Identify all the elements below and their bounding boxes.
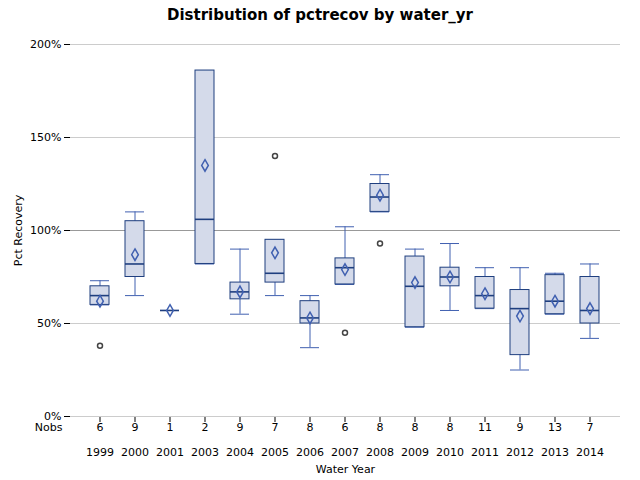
- svg-text:2009: 2009: [401, 446, 429, 459]
- svg-text:Water Year: Water Year: [316, 463, 376, 476]
- svg-text:1: 1: [167, 421, 174, 434]
- svg-text:13: 13: [548, 421, 562, 434]
- svg-text:100%: 100%: [30, 224, 61, 237]
- svg-text:Pct Recovery: Pct Recovery: [12, 194, 25, 266]
- svg-text:2012: 2012: [506, 446, 534, 459]
- svg-text:2000: 2000: [121, 446, 149, 459]
- svg-text:200%: 200%: [30, 38, 61, 51]
- svg-text:2011: 2011: [471, 446, 499, 459]
- svg-text:8: 8: [412, 421, 419, 434]
- svg-text:0%: 0%: [44, 410, 62, 423]
- svg-text:2005: 2005: [261, 446, 289, 459]
- svg-text:6: 6: [342, 421, 349, 434]
- svg-text:1999: 1999: [86, 446, 114, 459]
- svg-text:2004: 2004: [226, 446, 254, 459]
- svg-text:2008: 2008: [366, 446, 394, 459]
- svg-text:2010: 2010: [436, 446, 464, 459]
- svg-text:2: 2: [202, 421, 209, 434]
- svg-text:8: 8: [307, 421, 314, 434]
- svg-text:2014: 2014: [576, 446, 604, 459]
- svg-text:9: 9: [132, 421, 139, 434]
- svg-text:2001: 2001: [156, 446, 184, 459]
- svg-text:50%: 50%: [37, 317, 61, 330]
- svg-text:8: 8: [377, 421, 384, 434]
- html-text:Distribution of pctrecov by wa: Distribution of pctrecov by water_yr: [167, 6, 473, 24]
- svg-text:2007: 2007: [331, 446, 359, 459]
- svg-text:7: 7: [587, 421, 594, 434]
- svg-text:Nobs: Nobs: [35, 421, 63, 434]
- svg-text:8: 8: [447, 421, 454, 434]
- svg-text:2003: 2003: [191, 446, 219, 459]
- svg-text:6: 6: [97, 421, 104, 434]
- svg-text:2013: 2013: [541, 446, 569, 459]
- svg-text:9: 9: [517, 421, 524, 434]
- svg-text:11: 11: [478, 421, 492, 434]
- svg-text:9: 9: [237, 421, 244, 434]
- svg-text:7: 7: [272, 421, 279, 434]
- svg-text:150%: 150%: [30, 131, 61, 144]
- svg-text:2006: 2006: [296, 446, 324, 459]
